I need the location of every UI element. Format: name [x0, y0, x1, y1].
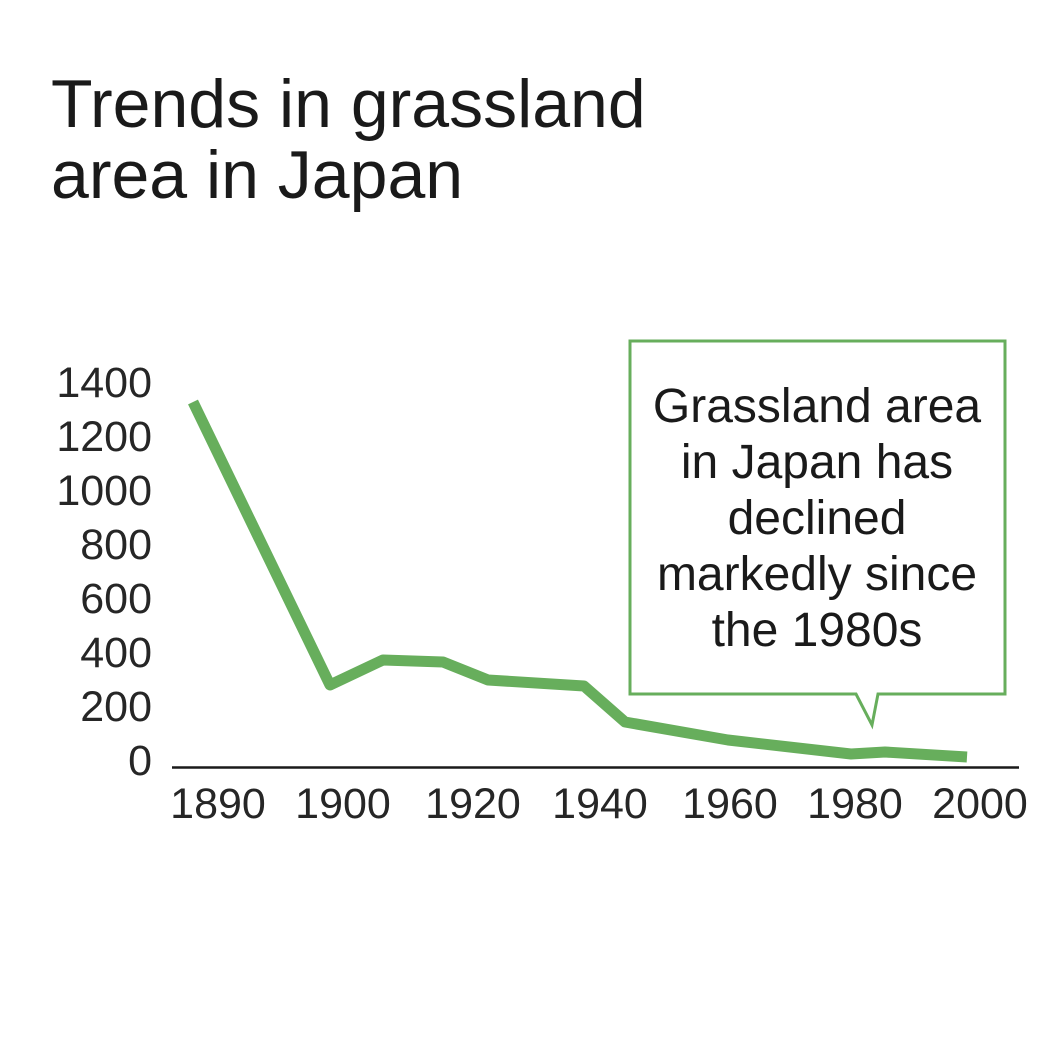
svg-text:800: 800 [80, 521, 152, 569]
svg-text:1000: 1000 [56, 467, 152, 515]
svg-text:0: 0 [128, 737, 152, 785]
svg-text:in Japan has: in Japan has [681, 436, 953, 489]
svg-text:1400: 1400 [56, 359, 152, 407]
svg-text:200: 200 [80, 683, 152, 731]
svg-text:1940: 1940 [552, 780, 648, 828]
svg-text:600: 600 [80, 575, 152, 623]
svg-text:1920: 1920 [425, 780, 521, 828]
svg-text:1200: 1200 [56, 413, 152, 461]
svg-text:markedly since: markedly since [657, 548, 977, 601]
svg-text:1890: 1890 [170, 780, 266, 828]
svg-text:2000: 2000 [932, 780, 1028, 828]
svg-text:1980: 1980 [807, 780, 903, 828]
svg-text:Grassland area: Grassland area [653, 380, 981, 433]
svg-text:the 1980s: the 1980s [712, 604, 923, 657]
svg-text:1900: 1900 [295, 780, 391, 828]
svg-text:declined: declined [728, 492, 907, 545]
svg-text:400: 400 [80, 629, 152, 677]
svg-text:1960: 1960 [682, 780, 778, 828]
